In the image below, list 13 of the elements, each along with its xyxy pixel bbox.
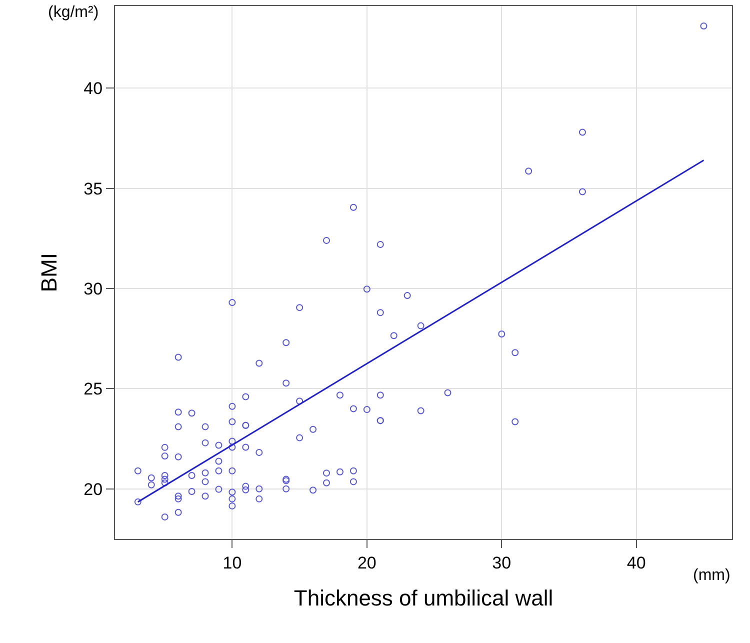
- y-tick-label: 35: [84, 179, 103, 198]
- y-tick-label: 30: [84, 279, 103, 298]
- x-tick-label: 40: [626, 553, 646, 572]
- x-tick-label: 30: [492, 553, 512, 572]
- x-tick-label: 10: [222, 553, 242, 572]
- y-axis-title: BMI: [36, 252, 62, 292]
- y-tick-label: 25: [84, 380, 103, 399]
- text: (mm): [693, 567, 730, 584]
- x-axis-title: Thickness of umbilical wall: [294, 585, 554, 610]
- y-tick-label: 40: [84, 79, 103, 98]
- y-tick-label: 20: [84, 480, 103, 499]
- x-tick-label: 20: [357, 553, 376, 572]
- text: (kg/m²): [48, 4, 99, 21]
